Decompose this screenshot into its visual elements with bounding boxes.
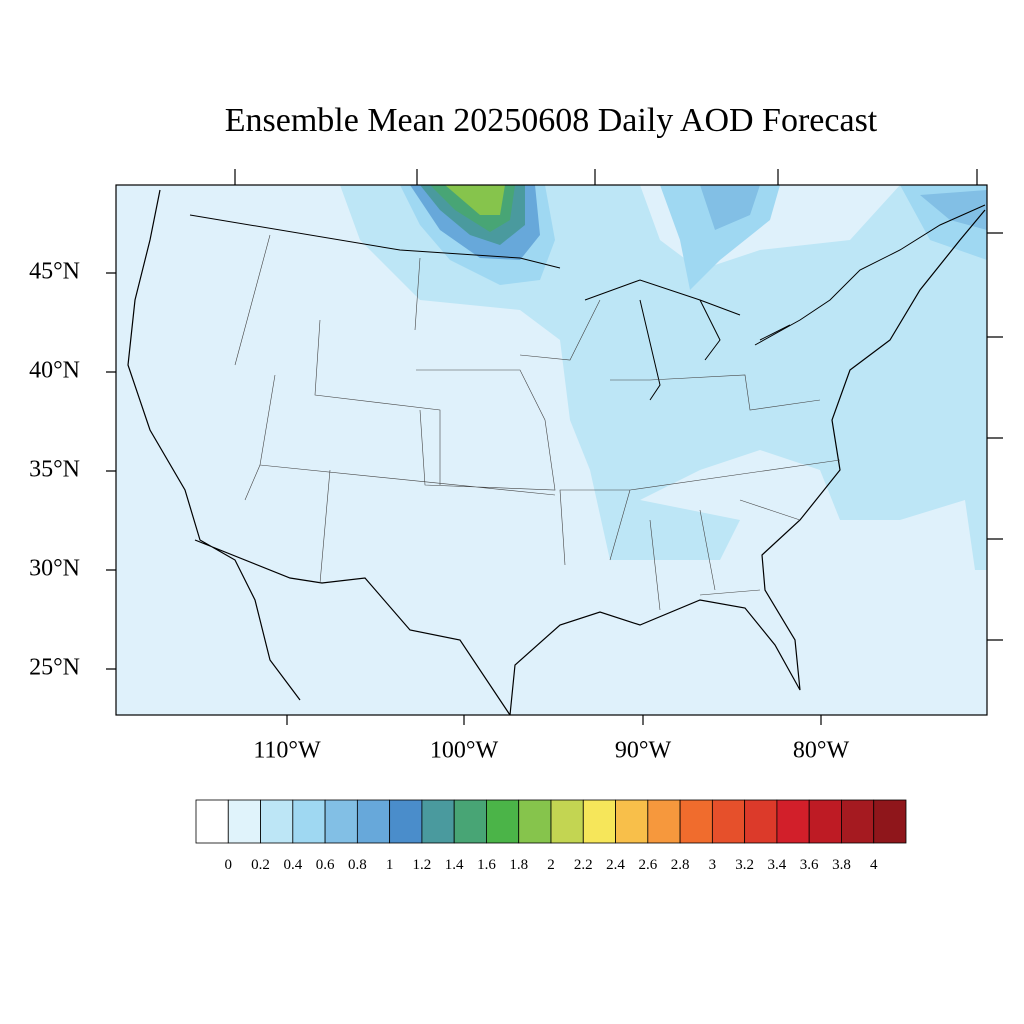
- coastline: [127, 189, 986, 715]
- colorbar-label: 2.4: [606, 857, 625, 873]
- colorbar-label: 2: [547, 857, 555, 873]
- colorbar-label: 2.8: [671, 857, 690, 873]
- colorbar-box: [389, 799, 423, 844]
- colorbar-box: [453, 799, 487, 844]
- lat-label: 40°N: [29, 358, 80, 384]
- lon-label: 80°W: [793, 738, 850, 764]
- colorbar-label: 3.2: [735, 857, 754, 873]
- colorbar-box: [227, 799, 261, 844]
- colorbar-label: 0: [225, 857, 233, 873]
- colorbar-label: 4: [870, 857, 878, 873]
- title: Ensemble Mean 20250608 Daily AOD Forecas…: [225, 102, 878, 139]
- colorbar-box: [292, 799, 326, 844]
- colorbar-box: [356, 799, 391, 844]
- colorbar-box: [518, 799, 552, 844]
- lon-label: 110°W: [253, 738, 321, 764]
- colorbar-label: 0.6: [316, 857, 335, 873]
- colorbar-box: [615, 799, 649, 844]
- lat-label: 35°N: [29, 457, 80, 483]
- colorbar-label: 1: [386, 857, 394, 873]
- aod-fill: [445, 185, 505, 215]
- colorbar-label: 1.2: [413, 857, 432, 873]
- colorbar-box: [873, 799, 907, 844]
- border: [189, 204, 986, 346]
- great-lakes: [639, 299, 791, 401]
- aod-fill: [700, 185, 987, 230]
- map: [106, 169, 1003, 725]
- colorbar-label: 0.4: [283, 857, 302, 873]
- colorbar-label: 1.8: [509, 857, 528, 873]
- colorbar-box: [582, 799, 616, 844]
- map-frame: [115, 184, 988, 716]
- colorbar-box: [711, 799, 746, 844]
- colorbar-label: 3.4: [768, 857, 787, 873]
- tick-marks: [106, 169, 1003, 725]
- colorbar-label: 0.8: [348, 857, 367, 873]
- colorbar: 0 0.2 0.4 0.6 0.8 1 1.2 1.4 1.6 1.8 2 2.2 2.4 2.6 2.8 3…: [195, 799, 907, 873]
- colorbar-box: [324, 799, 358, 844]
- colorbar-box: [744, 799, 778, 844]
- lat-label: 30°N: [29, 556, 80, 582]
- lon-label: 100°W: [430, 738, 499, 764]
- colorbar-label: 1.6: [477, 857, 496, 873]
- colorbar-box: [195, 799, 229, 844]
- colorbar-box: [679, 799, 713, 844]
- lat-label: 25°N: [29, 655, 80, 681]
- colorbar-box: [647, 799, 681, 844]
- colorbar-label: 0.2: [251, 857, 270, 873]
- colorbar-label: 2.2: [574, 857, 593, 873]
- lon-label: 90°W: [615, 738, 672, 764]
- colorbar-label: 3.8: [832, 857, 851, 873]
- colorbar-box: [550, 799, 584, 844]
- colorbar-label: 3: [709, 857, 717, 873]
- state-lines: [234, 234, 841, 611]
- colorbar-box: [260, 799, 294, 844]
- colorbar-box: [841, 799, 875, 844]
- colorbar-label: 1.4: [445, 857, 464, 873]
- colorbar-label: 2.6: [638, 857, 657, 873]
- lat-label: 45°N: [29, 259, 80, 285]
- colorbar-box: [421, 799, 455, 844]
- colorbar-box: [776, 799, 810, 844]
- colorbar-box: [808, 799, 842, 844]
- colorbar-label: 3.6: [800, 857, 819, 873]
- colorbar-box: [486, 799, 520, 844]
